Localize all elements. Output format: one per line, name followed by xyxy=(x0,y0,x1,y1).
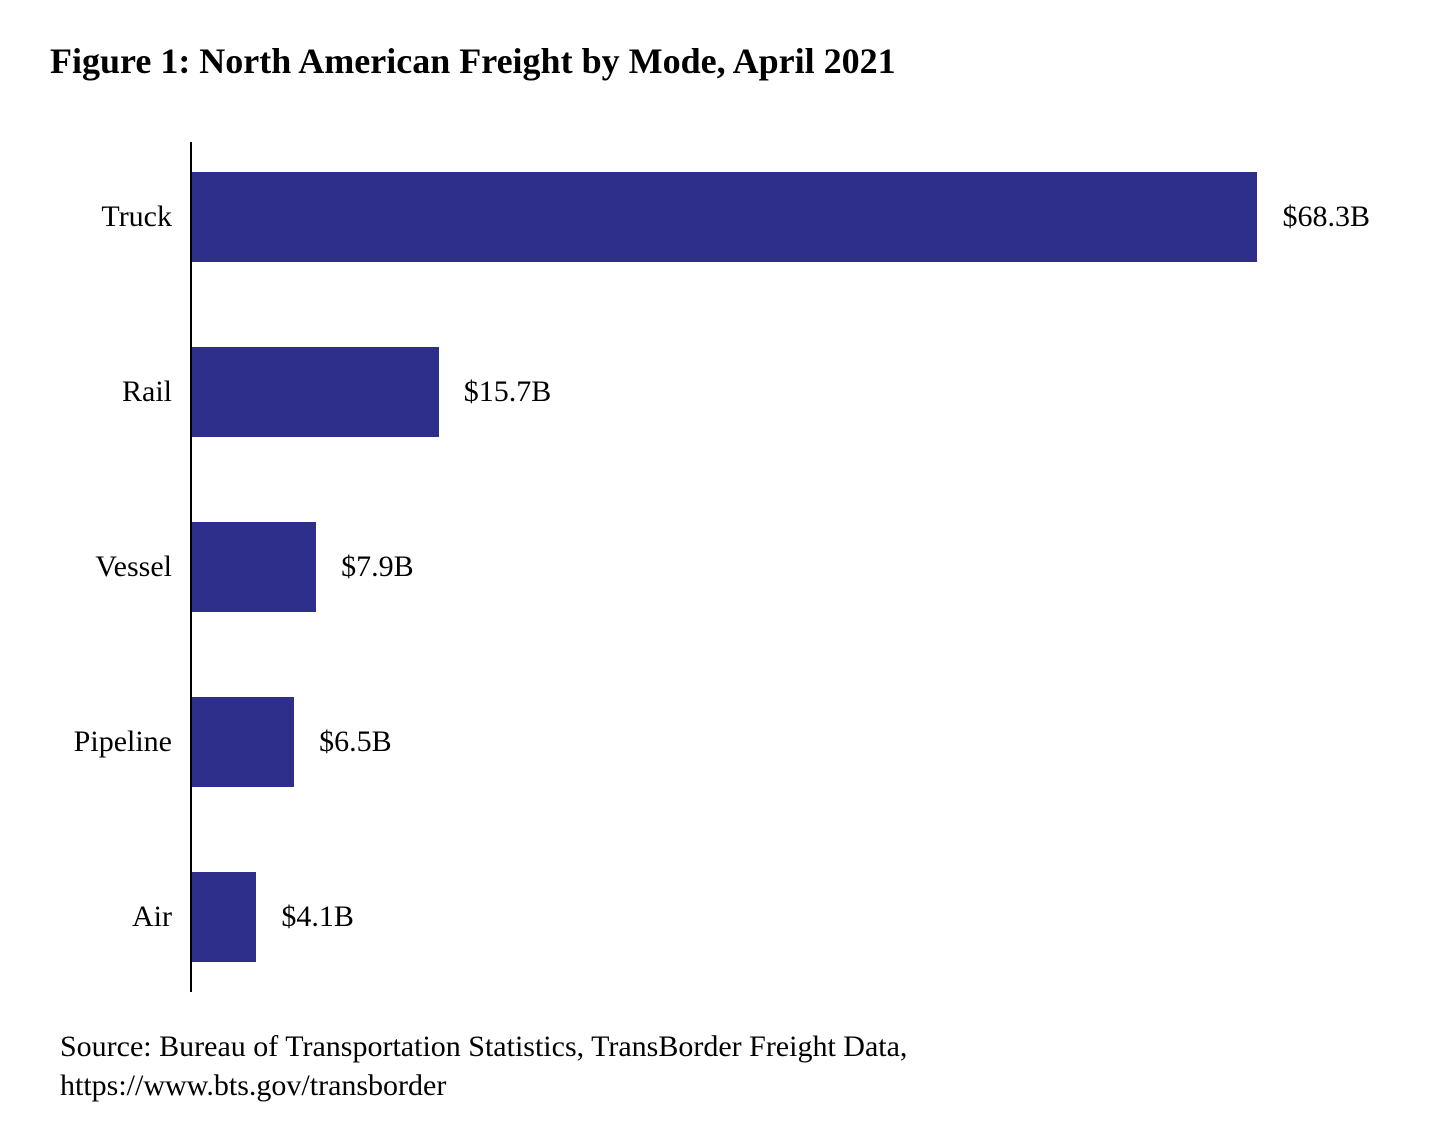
chart-area: Truck $68.3B Rail $15.7B Vessel $7.9B Pi… xyxy=(190,142,1370,992)
bar-row-air: Air $4.1B xyxy=(192,872,1370,962)
bar-label: Air xyxy=(132,900,172,934)
chart-title: Figure 1: North American Freight by Mode… xyxy=(50,40,1379,82)
bar-label: Rail xyxy=(122,375,172,409)
bar-value: $15.7B xyxy=(464,375,552,409)
bar-row-pipeline: Pipeline $6.5B xyxy=(192,697,1370,787)
bar-label: Pipeline xyxy=(74,725,172,759)
bar-value: $6.5B xyxy=(319,725,392,759)
source-note: Source: Bureau of Transportation Statist… xyxy=(60,1027,1379,1105)
bar-value: $68.3B xyxy=(1282,200,1370,234)
bar-row-vessel: Vessel $7.9B xyxy=(192,522,1370,612)
bar xyxy=(192,697,294,787)
bar-label: Truck xyxy=(101,200,172,234)
bar-value: $4.1B xyxy=(281,900,354,934)
bar xyxy=(192,172,1257,262)
bar-value: $7.9B xyxy=(341,550,414,584)
bar xyxy=(192,872,256,962)
source-line-1: Source: Bureau of Transportation Statist… xyxy=(60,1027,1379,1066)
bar-row-truck: Truck $68.3B xyxy=(192,172,1370,262)
bar-row-rail: Rail $15.7B xyxy=(192,347,1370,437)
bar-label: Vessel xyxy=(95,550,172,584)
bar xyxy=(192,347,439,437)
bar xyxy=(192,522,316,612)
bars-container: Truck $68.3B Rail $15.7B Vessel $7.9B Pi… xyxy=(192,172,1370,962)
source-line-2: https://www.bts.gov/transborder xyxy=(60,1066,1379,1105)
